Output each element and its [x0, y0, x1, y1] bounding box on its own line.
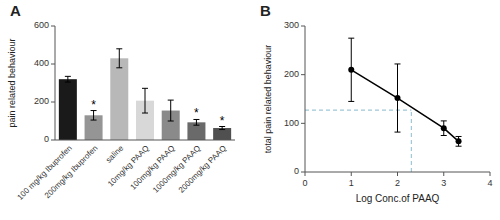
y-tick — [51, 102, 55, 103]
y-tick-label: 100 — [284, 118, 299, 128]
figure: A 100 mg/kg Ibuprofen200mg/kg Ibuprofensa… — [0, 0, 500, 220]
y-tick — [51, 64, 55, 65]
bar — [187, 122, 205, 140]
y-axis: 0 200 400 600 pain related behaviour — [7, 20, 55, 144]
bar — [59, 79, 77, 140]
x-tick-label: 2 — [395, 178, 400, 188]
y-tick-label: 0 — [294, 166, 299, 176]
y-axis: 0 100 200 300 total pain related behaviour — [263, 20, 305, 176]
data-point — [348, 67, 354, 73]
x-tick-label: 1 — [349, 178, 354, 188]
y-tick-label: 200 — [34, 96, 49, 106]
reference-line-h — [305, 110, 411, 111]
error-bar — [395, 64, 401, 132]
data-point — [441, 125, 447, 131]
annotation: * — [91, 98, 96, 112]
bar — [213, 128, 231, 140]
line-chart: B 0 1 2 3 4 Log Conc.of PAAQ 0 100 200 300 total pa… — [260, 2, 493, 204]
y-axis-label: total pain related behaviour — [263, 45, 273, 154]
error-bar — [456, 136, 462, 146]
x-axis: 100 mg/kg Ibuprofen200mg/kg Ibuprofensal… — [16, 140, 235, 202]
panel-label: A — [10, 2, 21, 19]
x-tick — [490, 172, 491, 176]
x-tick-label: 3 — [441, 178, 446, 188]
x-axis: 0 1 2 3 4 Log Conc.of PAAQ — [302, 172, 492, 204]
bar — [110, 58, 128, 140]
y-tick — [51, 26, 55, 27]
error-bar — [91, 111, 97, 121]
x-tick-label: 0 — [302, 178, 307, 188]
x-tick-label: 2000mg/kg PAAQ — [177, 144, 228, 195]
data-point — [456, 138, 462, 144]
y-tick-label: 0 — [44, 134, 49, 144]
plot-area — [59, 49, 231, 140]
y-axis-line — [55, 26, 56, 140]
x-tick-label: saline — [104, 143, 126, 165]
y-tick-label: 200 — [284, 69, 299, 79]
y-tick-label: 300 — [284, 20, 299, 30]
y-tick — [301, 123, 305, 124]
error-bar — [441, 121, 447, 136]
y-tick — [301, 74, 305, 75]
x-tick — [397, 172, 398, 176]
error-bar — [348, 38, 354, 101]
bar-chart: A 100 mg/kg Ibuprofen200mg/kg Ibuprofensa… — [7, 2, 235, 202]
error-bar — [116, 49, 122, 68]
error-bar — [65, 76, 71, 82]
y-tick — [301, 172, 305, 173]
y-tick — [51, 140, 55, 141]
error-bar — [142, 88, 148, 113]
plot-area — [305, 38, 462, 172]
x-tick-label: 100mg/kg PAAQ — [129, 144, 177, 192]
error-bar — [168, 100, 174, 121]
x-tick-label: 4 — [487, 178, 492, 188]
annotation: * — [220, 114, 225, 128]
data-line — [351, 70, 458, 142]
x-tick — [443, 172, 444, 176]
x-axis-line — [55, 140, 235, 141]
annotation: * — [194, 106, 199, 120]
y-tick — [301, 26, 305, 27]
x-tick — [305, 172, 306, 176]
x-tick-label: 200mg/kg Ibuprofen — [43, 144, 100, 201]
y-tick-label: 600 — [34, 20, 49, 30]
reference-line-v — [411, 110, 412, 172]
panel-label: B — [260, 2, 271, 19]
x-axis-label: Log Conc.of PAAQ — [356, 193, 440, 204]
y-axis-line — [305, 26, 306, 172]
x-tick — [351, 172, 352, 176]
x-tick-label: 1000mg/kg PAAQ — [151, 144, 202, 195]
data-point — [395, 95, 401, 101]
y-axis-label: pain related behaviour — [7, 38, 17, 127]
y-tick-label: 400 — [34, 58, 49, 68]
